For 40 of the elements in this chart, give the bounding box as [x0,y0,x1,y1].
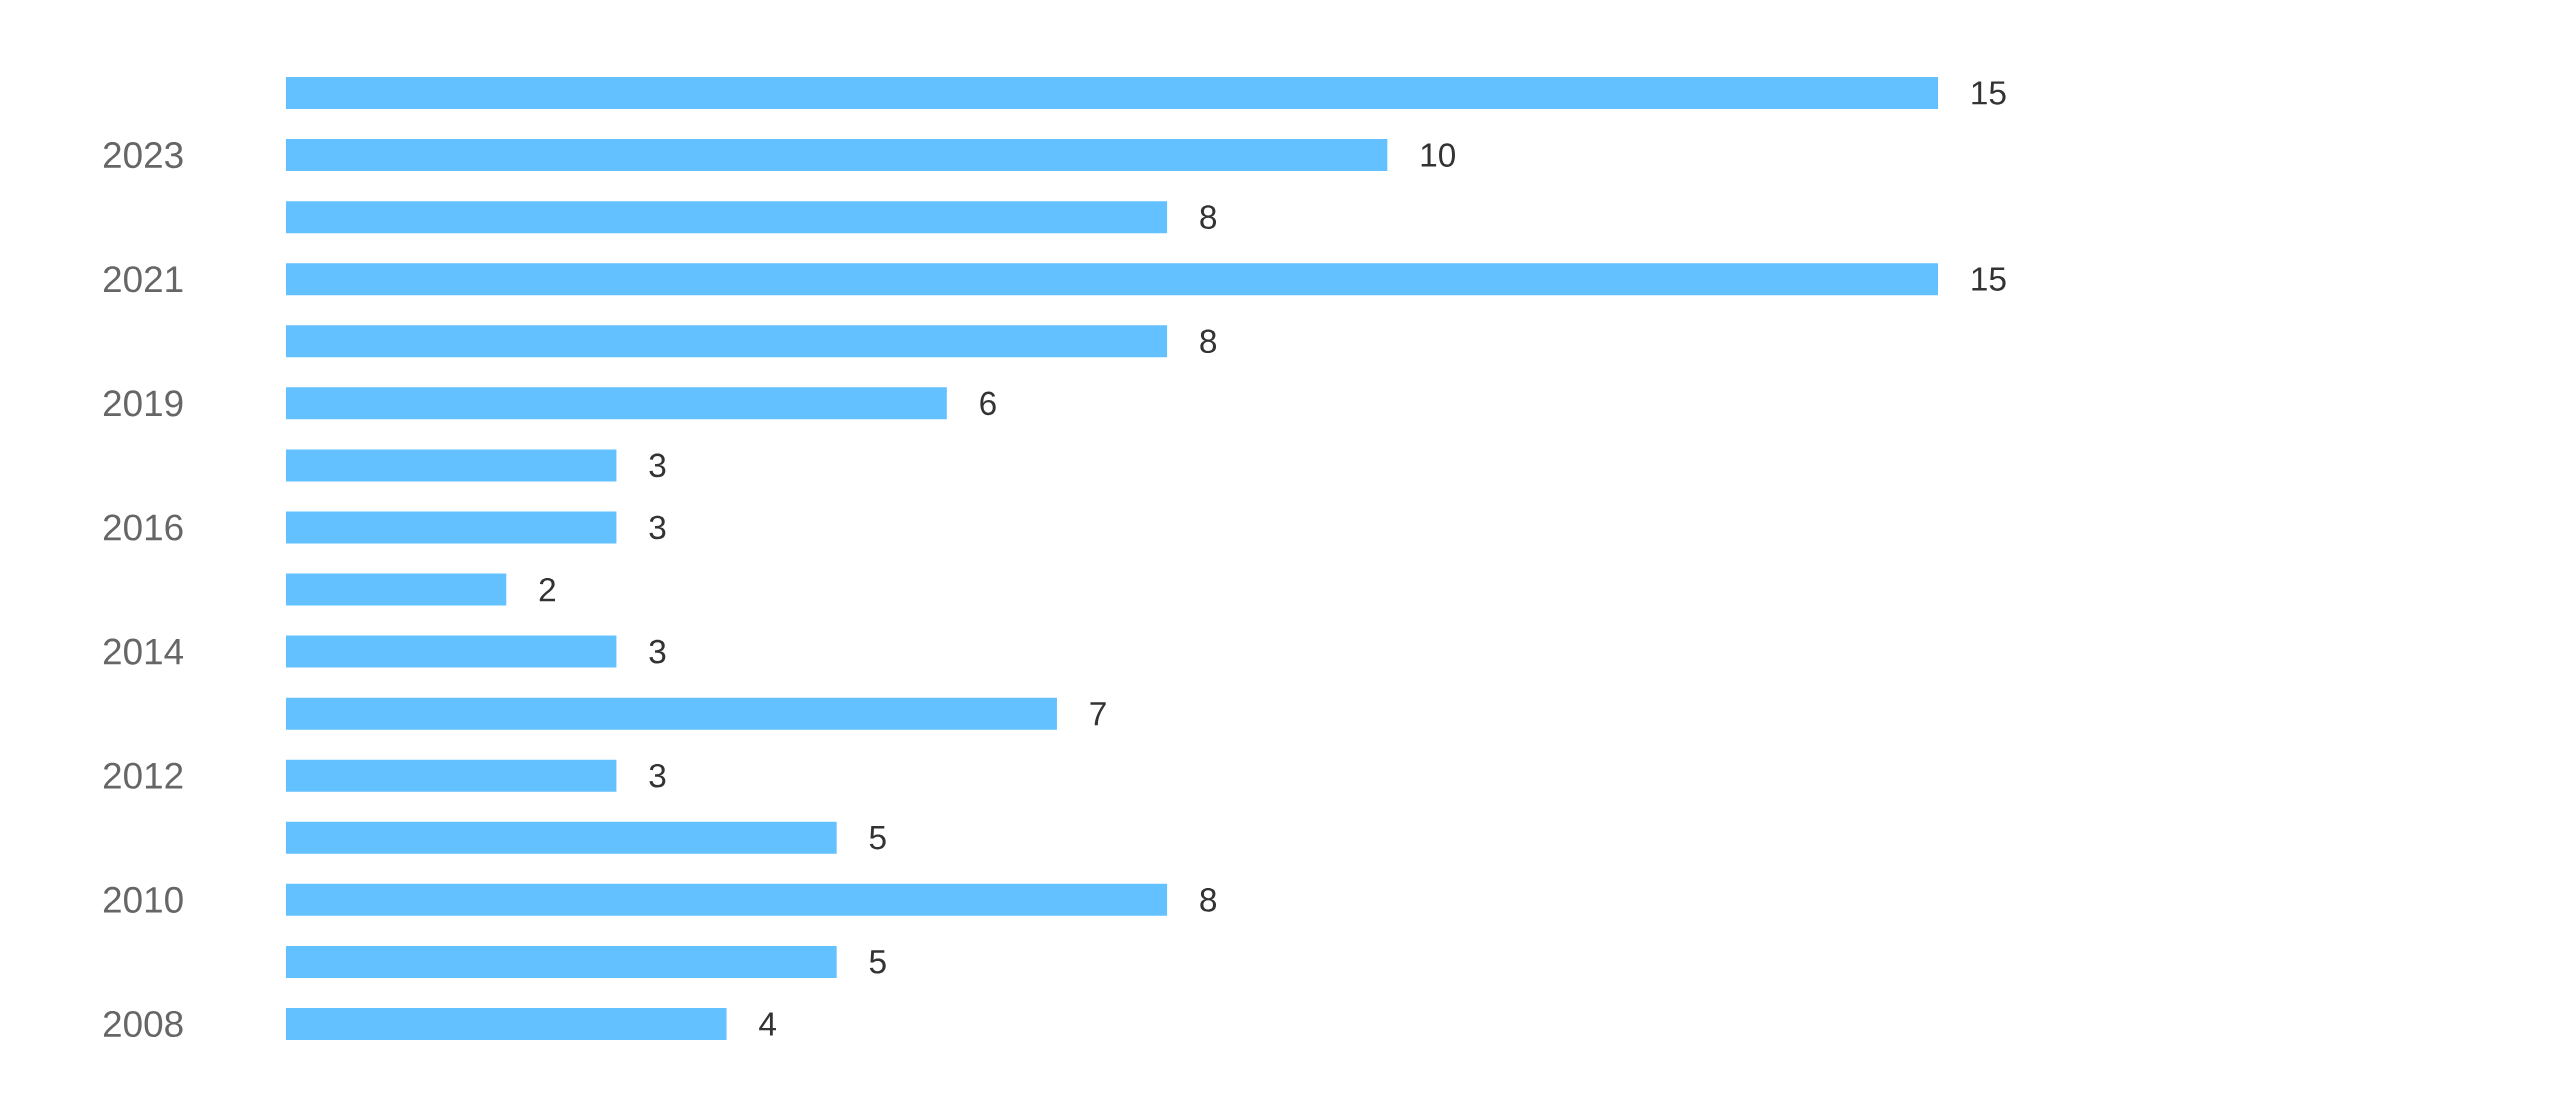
bar [286,697,1057,730]
bar [286,945,837,978]
y-tick-label: 2019 [103,390,183,417]
data-label: 15 [1972,81,2006,105]
bar [286,139,1388,172]
bar [286,449,617,482]
data-label: 15 [1972,267,2006,291]
bar [286,263,1939,296]
data-label: 7 [1090,702,1106,726]
bar [286,759,617,792]
data-label: 4 [759,1012,776,1036]
bar [286,201,1168,234]
data-label: 3 [649,515,666,540]
data-label: 8 [1200,888,1217,912]
data-label: 3 [649,453,666,478]
bar [286,635,617,668]
data-label: 5 [869,826,886,850]
bar [286,325,1168,358]
bar [286,573,507,606]
y-tick-label: 2010 [103,886,183,913]
data-label: 2 [539,577,556,602]
bar [286,821,837,854]
y-tick-label: 2008 [103,1010,183,1038]
bar [286,387,947,420]
data-label: 6 [980,391,996,416]
data-label: 8 [1200,329,1217,354]
data-label: 10 [1421,143,1455,167]
y-tick-label: 2012 [103,762,183,789]
bar [286,77,1939,110]
bar [286,1007,727,1040]
bar [286,883,1168,916]
y-tick-label: 2014 [103,638,184,665]
data-label: 5 [869,950,886,974]
y-tick-label: 2016 [103,514,183,541]
data-label: 3 [649,639,666,664]
data-label: 3 [649,763,666,788]
bar [286,511,617,544]
y-tick-label: 2023 [103,142,183,169]
data-label: 8 [1200,205,1217,229]
y-tick-label: 2021 [103,266,183,293]
